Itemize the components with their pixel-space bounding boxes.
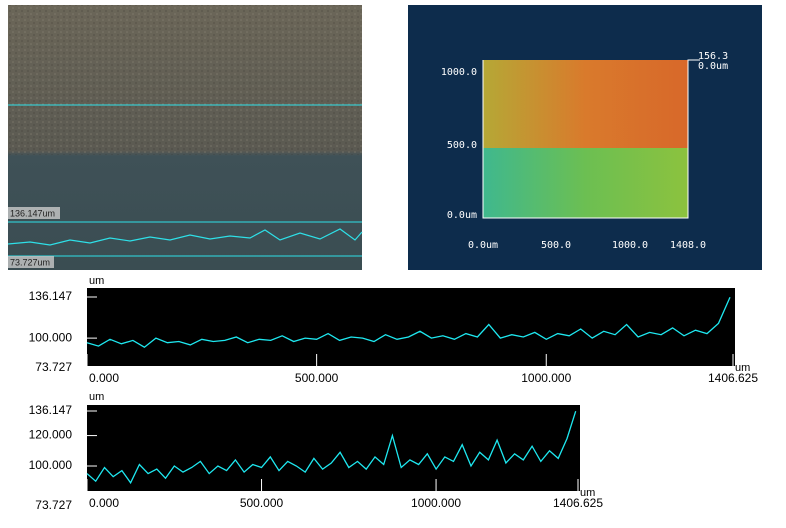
y-tick-label: 73.727 <box>35 498 72 512</box>
plot-area <box>87 405 580 491</box>
x-tick-label: 500.0 <box>541 240 571 251</box>
height-map: 156.3 0.0um 1000.0 500.0 0.0um 0.0um 500… <box>408 5 762 270</box>
x-tick-label: 1408.0 <box>670 240 706 251</box>
profile-line <box>86 411 577 485</box>
upper-label: 136.147um <box>10 208 55 218</box>
y-tick-label: 120.000 <box>29 428 73 442</box>
x-tick-label: 1406.625 <box>708 371 758 385</box>
x-tick-label: 1000.000 <box>411 496 461 510</box>
scale-max: 156.3 <box>698 51 728 62</box>
x-tick-label: 0.000 <box>89 371 119 385</box>
y-tick-label: 73.727 <box>35 360 72 374</box>
height-map-axes <box>482 59 700 219</box>
lower-label: 73.727um <box>10 257 50 267</box>
plot-area <box>87 288 735 366</box>
y-tick-label: 136.147 <box>29 403 73 417</box>
y-tick-label: 1000.0 <box>441 67 477 78</box>
y-tick-label: 500.0 <box>447 140 477 151</box>
x-tick-label: 0.0um <box>468 240 498 251</box>
y-tick-label: 0.0um <box>447 210 477 221</box>
y-axis-unit: um <box>89 391 104 403</box>
micrograph: 136.147um 73.727um <box>7 5 363 270</box>
profile-line <box>86 296 731 348</box>
height-map-low <box>483 148 688 218</box>
micrograph-texture <box>8 5 362 155</box>
height-map-high <box>483 60 688 148</box>
x-axis-unit: um <box>735 362 750 374</box>
y-tick-label: 100.000 <box>29 330 73 344</box>
x-axis-unit: um <box>580 487 595 499</box>
x-tick-label: 1000.000 <box>521 371 571 385</box>
x-tick-label: 0.000 <box>89 496 119 510</box>
label-bg <box>8 256 54 268</box>
x-tick-label: 500.000 <box>295 371 339 385</box>
y-tick-label: 100.000 <box>29 458 73 472</box>
label-bg <box>8 207 60 219</box>
y-axis-unit: um <box>89 275 104 287</box>
x-tick-label: 500.000 <box>240 496 284 510</box>
micrograph-trace <box>7 228 363 246</box>
y-tick-label: 136.147 <box>29 289 73 303</box>
scale-min: 0.0um <box>698 61 728 72</box>
x-tick-label: 1000.0 <box>612 240 648 251</box>
x-tick-label: 1406.625 <box>553 496 603 510</box>
